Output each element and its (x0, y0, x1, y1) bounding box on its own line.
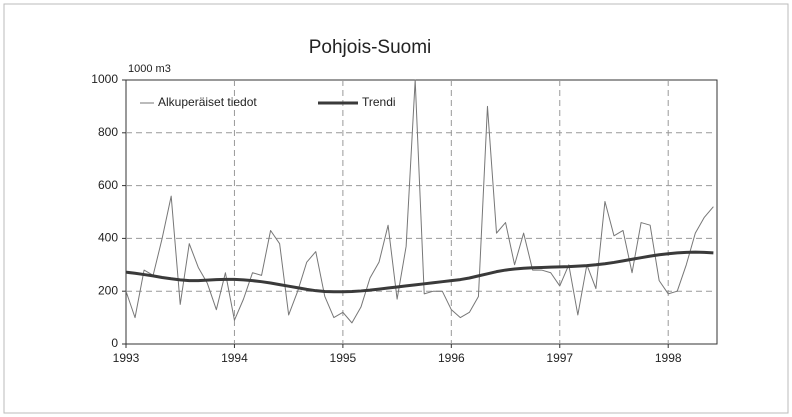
chart-title: Pohjois-Suomi (309, 37, 432, 58)
y-tick-label: 1000 (91, 72, 118, 86)
series-line (125, 250, 714, 294)
y-unit-label: 1000 m3 (128, 63, 171, 75)
x-tick-label: 1996 (438, 351, 465, 365)
series-line (125, 79, 714, 324)
y-tick-label: 200 (98, 283, 118, 297)
x-tick-label: 1997 (546, 351, 573, 365)
x-tick-label: 1998 (655, 351, 682, 365)
y-tick-label: 800 (98, 125, 118, 139)
x-tick-label: 1993 (113, 351, 140, 365)
legend-label: Alkuperäiset tiedot (158, 95, 257, 109)
plot-area (125, 79, 718, 345)
x-tick-label: 1995 (330, 351, 357, 365)
y-tick-label: 0 (111, 336, 118, 350)
x-tick-label: 1994 (221, 351, 248, 365)
y-tick-label: 600 (98, 178, 118, 192)
frame (3, 3, 789, 414)
legend-label: Trendi (362, 95, 396, 109)
y-tick-label: 400 (98, 231, 118, 245)
